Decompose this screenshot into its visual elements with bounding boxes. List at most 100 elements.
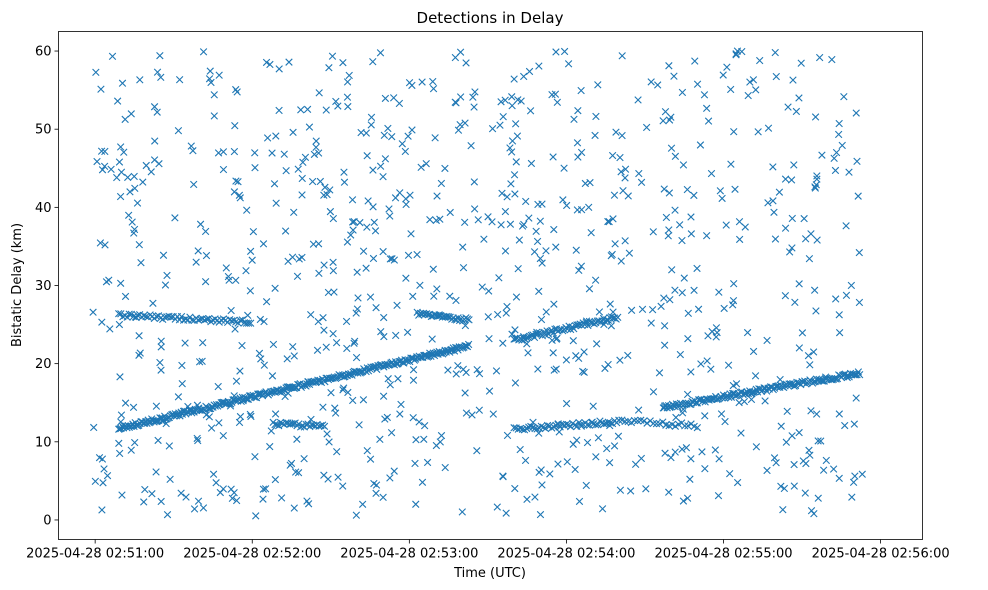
detection-marker <box>608 250 616 259</box>
detection-marker <box>776 375 784 384</box>
detection-marker <box>662 213 671 222</box>
detection-marker <box>495 274 503 282</box>
detection-marker <box>140 498 148 506</box>
detection-marker <box>420 421 429 430</box>
detection-marker <box>135 241 143 249</box>
detection-marker <box>396 189 404 197</box>
detection-marker <box>431 134 439 142</box>
detection-marker <box>366 455 375 463</box>
detection-marker <box>813 172 821 180</box>
detection-marker <box>683 185 692 194</box>
detection-marker <box>390 256 399 264</box>
detection-marker <box>289 128 297 137</box>
detection-marker <box>244 311 252 320</box>
detection-marker <box>128 218 136 226</box>
detection-marker <box>182 493 190 501</box>
detection-marker <box>320 471 328 479</box>
detection-marker <box>819 466 828 474</box>
detection-marker <box>332 339 341 347</box>
detection-marker <box>454 362 462 370</box>
detection-marker <box>126 188 134 196</box>
detection-marker <box>195 358 204 366</box>
detection-marker <box>510 171 519 179</box>
detection-marker <box>350 337 359 345</box>
detection-marker <box>801 489 809 497</box>
detection-marker <box>769 163 777 171</box>
detection-marker <box>535 287 543 296</box>
detection-marker <box>193 401 202 409</box>
detection-marker <box>549 329 558 337</box>
detection-marker <box>589 402 597 410</box>
detection-marker <box>704 117 713 125</box>
detection-marker <box>392 331 400 340</box>
detection-marker <box>141 485 149 494</box>
detection-marker <box>777 482 785 490</box>
detection-marker <box>574 153 582 161</box>
x-axis-label: Time (UTC) <box>453 566 526 581</box>
detection-marker <box>97 85 105 93</box>
detection-marker <box>598 505 607 513</box>
detection-marker <box>222 264 230 272</box>
detection-marker <box>530 248 539 256</box>
detection-marker <box>693 264 701 273</box>
detection-marker <box>562 201 571 210</box>
detection-marker <box>381 415 389 423</box>
detection-marker <box>98 455 107 463</box>
detection-marker <box>343 93 352 101</box>
detection-marker <box>251 149 259 157</box>
detection-marker <box>422 159 430 168</box>
detection-marker <box>376 162 385 170</box>
detection-marker <box>326 207 335 216</box>
detection-marker <box>379 172 387 181</box>
detection-marker <box>499 112 507 121</box>
detection-marker <box>616 153 624 162</box>
detection-marker <box>747 389 755 398</box>
detection-marker <box>444 366 452 374</box>
detection-marker <box>390 467 398 475</box>
detection-marker <box>406 191 414 199</box>
detection-marker <box>271 475 280 484</box>
detection-marker <box>474 216 482 224</box>
y-tick-label: 30 <box>35 279 52 294</box>
detection-marker <box>416 353 425 361</box>
detection-marker <box>194 497 203 505</box>
detection-marker <box>115 320 124 329</box>
detection-marker <box>782 438 791 446</box>
detection-marker <box>572 246 580 254</box>
detection-marker <box>723 63 731 71</box>
detection-marker <box>781 292 790 300</box>
detection-marker <box>140 312 148 320</box>
detection-marker <box>585 203 593 211</box>
detection-marker <box>352 353 361 362</box>
detection-marker <box>606 419 615 427</box>
detection-marker <box>795 344 804 352</box>
detection-marker <box>246 319 255 327</box>
detection-marker <box>201 277 210 286</box>
detection-marker <box>190 505 199 513</box>
detection-marker <box>548 336 556 344</box>
detection-marker <box>246 410 255 419</box>
detection-marker <box>813 236 821 244</box>
detection-marker <box>538 481 546 489</box>
detection-marker <box>603 444 611 453</box>
detection-marker <box>376 49 385 57</box>
detection-marker <box>553 98 562 106</box>
detection-marker <box>300 454 308 463</box>
detection-marker <box>853 157 861 165</box>
detection-marker <box>583 438 592 447</box>
detection-marker <box>788 214 796 223</box>
detection-marker <box>605 458 614 467</box>
detection-marker <box>157 73 165 82</box>
detection-marker <box>165 442 174 450</box>
detection-marker <box>262 298 271 306</box>
detection-marker <box>655 369 664 377</box>
detection-marker <box>322 343 330 351</box>
detection-marker <box>269 340 278 349</box>
detection-marker <box>841 421 849 430</box>
detection-marker <box>420 435 428 443</box>
detection-marker <box>520 72 528 81</box>
detection-marker <box>263 134 272 142</box>
detection-marker <box>506 144 514 152</box>
detection-marker <box>182 315 190 323</box>
